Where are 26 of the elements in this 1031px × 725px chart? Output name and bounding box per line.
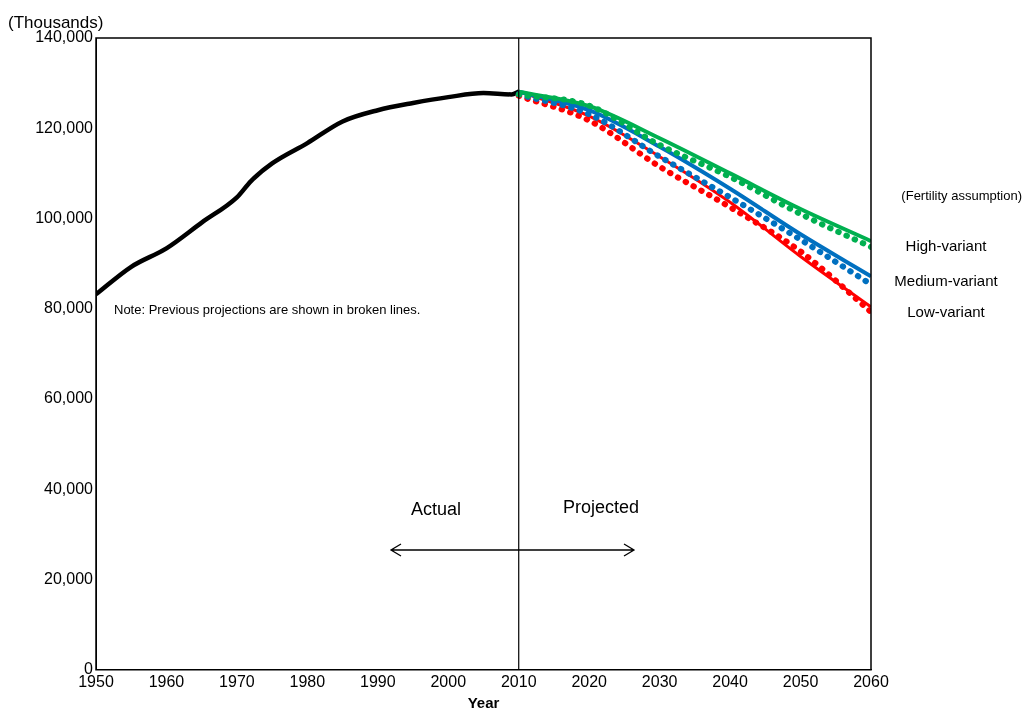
x-tick-label: 2060: [853, 672, 889, 690]
x-tick-label: 1990: [360, 672, 396, 690]
x-tick-label: 1960: [148, 672, 185, 690]
x-tick-label: 2010: [500, 672, 537, 690]
x-tick-label: 2030: [641, 672, 678, 690]
text: High-variant: [905, 237, 988, 255]
x-tick-label: 2020: [571, 672, 608, 690]
x-tick-label: 2050: [782, 672, 819, 690]
x-tick-label: 1970: [219, 672, 255, 690]
text: Low-variant: [907, 303, 986, 321]
x-axis-title: Year: [467, 694, 500, 712]
y-tick-label: 20,000: [44, 569, 94, 587]
x-tick-label: 2040: [712, 672, 748, 690]
annotation: Note: Previous projections are shown in broken lines.: [114, 301, 421, 317]
y-tick-label: 60,000: [44, 389, 94, 407]
y-tick-label: 120,000: [35, 118, 94, 136]
x-tick-label: 2000: [430, 672, 467, 690]
annotation: Actual: [410, 498, 462, 519]
x-tick-label: 1980: [289, 672, 326, 690]
annotation: Projected: [562, 496, 640, 517]
y-tick-label: 80,000: [44, 299, 94, 317]
series-label: Medium-variant: [894, 272, 999, 290]
legend-title: (Fertility assumption): [901, 187, 1022, 203]
y-tick-label: 40,000: [44, 479, 94, 497]
y-tick-label: 100,000: [35, 208, 94, 226]
y-tick-label: 140,000: [35, 28, 94, 46]
